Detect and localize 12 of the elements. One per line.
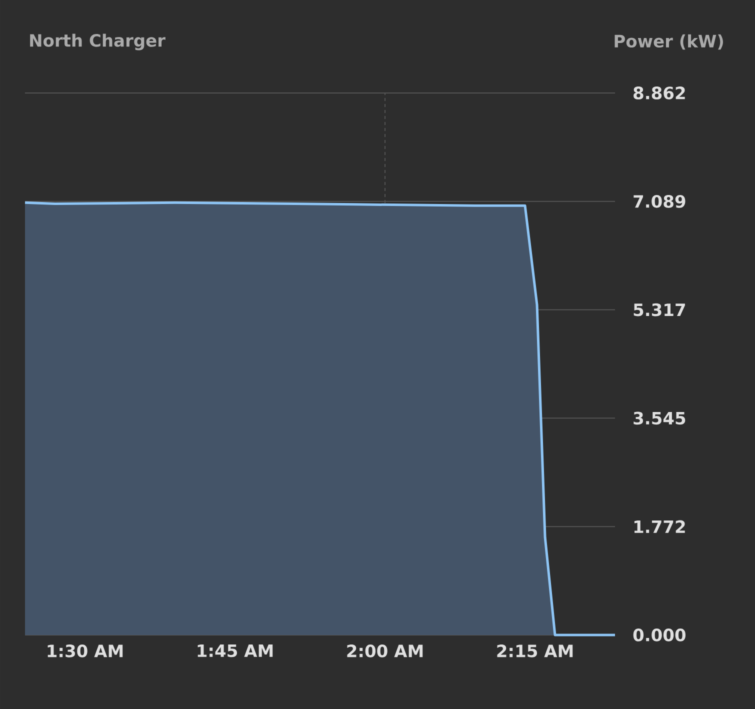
y-tick-label: 1.772 xyxy=(634,520,685,533)
x-tick-label: 1:30 AM xyxy=(48,644,123,658)
y-tick-label: 5.317 xyxy=(634,303,685,316)
y-tick-label: 3.545 xyxy=(634,412,686,425)
y-axis-title: Power (kW) xyxy=(614,34,723,50)
y-tick-label: 0.000 xyxy=(633,628,686,642)
y-tick-label: 7.089 xyxy=(634,194,686,208)
y-tick-label: 8.862 xyxy=(634,86,685,100)
x-tick-label: 2:00 AM xyxy=(347,644,423,658)
x-tick-label: 1:45 AM xyxy=(198,644,273,658)
chart-title: North Charger xyxy=(30,34,166,50)
x-tick-label: 2:15 AM xyxy=(497,644,573,658)
